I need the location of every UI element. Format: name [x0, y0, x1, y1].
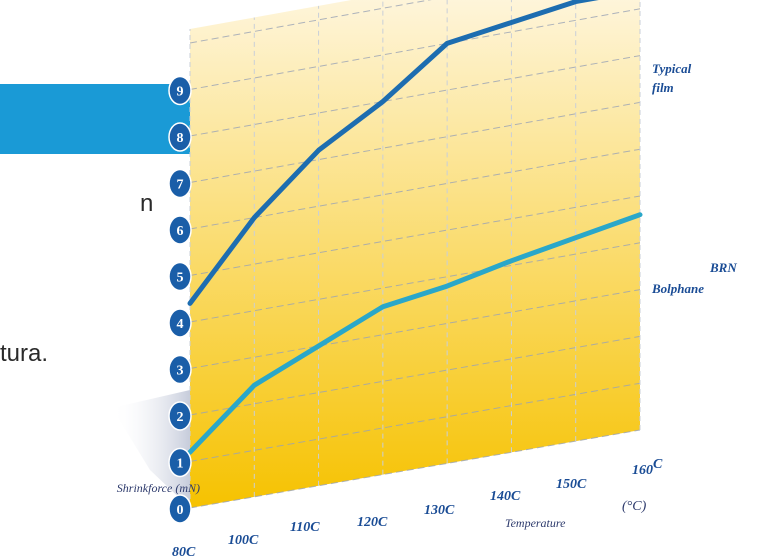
grid-line-horizontal	[189, 195, 641, 276]
grid-line-horizontal	[189, 335, 641, 416]
slide-text-fragment: tura.	[0, 340, 49, 367]
x-tick-label: 80C	[172, 545, 196, 560]
grid-line-horizontal	[189, 242, 641, 323]
grid-line-horizontal	[189, 8, 641, 90]
y-tick-label: 4	[177, 317, 184, 332]
slide-title-band	[0, 84, 197, 154]
series-label: Typical	[652, 61, 692, 76]
x-tick-label: 140C	[490, 489, 521, 504]
plot-area	[190, 0, 640, 508]
series-line-bolphane-brn	[187, 212, 643, 455]
x-tick-label: 150C	[556, 477, 587, 492]
y-axis-label: Shrinkforce (mN)	[117, 481, 200, 495]
grid-line-horizontal	[189, 55, 641, 137]
y-tick-badge	[168, 261, 192, 292]
x-tick-label: 120C	[357, 515, 388, 530]
series-label: film	[652, 80, 674, 95]
slide-text-fragment: n	[140, 190, 154, 217]
grid-layer	[189, 0, 641, 509]
y-tick-badge	[168, 494, 192, 524]
grid-line-horizontal	[189, 382, 641, 462]
x-tick-label: 160C	[632, 457, 663, 478]
grid-line-horizontal	[189, 289, 641, 369]
x-axis-label: Temperature	[505, 516, 566, 530]
series-label: BRN	[709, 260, 737, 275]
grid-line-horizontal	[189, 148, 641, 230]
y-tick-label: 8	[177, 131, 184, 146]
x-unit-label: (°C)	[622, 499, 647, 514]
y-tick-badge	[168, 122, 192, 152]
y-tick-label: 9	[177, 85, 184, 100]
y-tick-badge	[168, 308, 192, 338]
grid-line-horizontal	[189, 429, 641, 509]
y-tick-badge	[168, 168, 192, 199]
x-tick-superscript: C	[653, 457, 663, 472]
series-line-typical-film	[187, 0, 599, 306]
x-tick-label: 110C	[290, 520, 320, 535]
y-tick-badge	[168, 354, 192, 385]
y-tick-badge	[168, 401, 192, 431]
series-layer	[187, 0, 643, 455]
x-tick-label: 100C	[228, 533, 259, 548]
y-tick-label: 3	[177, 364, 184, 379]
y-tick-label: 0	[177, 503, 184, 518]
y-tick-label: 6	[177, 224, 184, 239]
y-tick-label: 5	[177, 271, 184, 286]
y-tick-label: 7	[177, 178, 184, 193]
series-labels-layer: Typical film Bolphane BRN	[651, 61, 737, 296]
y-ticks-layer: 0 1 2 3 4 5 6 7 8 9	[168, 75, 192, 524]
y-tick-badge	[168, 215, 192, 245]
x-tick-label: 130C	[424, 503, 455, 518]
y-tick-badge	[168, 447, 192, 478]
y-tick-label: 2	[177, 410, 184, 425]
y-tick-badge	[168, 75, 192, 106]
series-label: Bolphane	[651, 281, 704, 296]
y-tick-label: 1	[177, 457, 184, 472]
grid-line-horizontal	[189, 101, 641, 183]
